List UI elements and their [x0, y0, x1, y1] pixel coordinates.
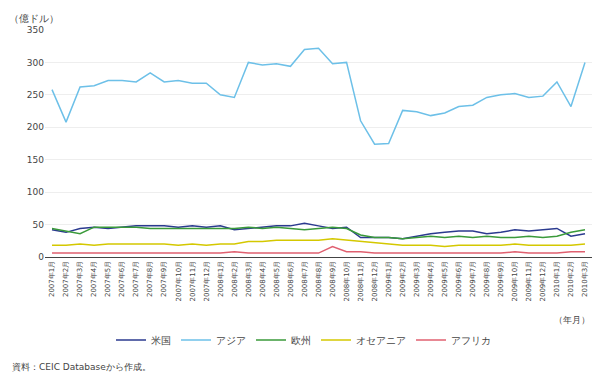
- svg-text:アフリカ: アフリカ: [451, 335, 491, 346]
- svg-text:2007年10月: 2007年10月: [175, 261, 183, 302]
- svg-text:アジア: アジア: [216, 335, 246, 346]
- svg-text:200: 200: [27, 122, 44, 132]
- svg-text:2009年3月: 2009年3月: [413, 261, 421, 297]
- svg-text:2007年9月: 2007年9月: [160, 261, 168, 297]
- svg-text:0: 0: [38, 252, 44, 262]
- svg-text:2007年5月: 2007年5月: [104, 261, 112, 297]
- svg-text:300: 300: [27, 58, 44, 68]
- svg-text:欧州: 欧州: [291, 335, 311, 346]
- svg-text:150: 150: [27, 155, 44, 165]
- svg-text:2007年1月: 2007年1月: [48, 261, 56, 297]
- svg-text:2007年11月: 2007年11月: [189, 261, 197, 302]
- svg-text:2009年8月: 2009年8月: [483, 261, 491, 297]
- svg-text:250: 250: [27, 90, 44, 100]
- svg-text:2009年9月: 2009年9月: [497, 261, 505, 297]
- svg-text:2008年5月: 2008年5月: [273, 261, 281, 297]
- svg-text:2008年7月: 2008年7月: [301, 261, 309, 297]
- svg-text:2008年12月: 2008年12月: [371, 261, 379, 302]
- svg-text:2008年1月: 2008年1月: [217, 261, 225, 297]
- svg-text:2009年5月: 2009年5月: [441, 261, 449, 297]
- svg-text:（年月）: （年月）: [554, 315, 590, 325]
- svg-text:2009年10月: 2009年10月: [511, 261, 519, 302]
- svg-text:米国: 米国: [151, 335, 171, 346]
- svg-text:2010年1月: 2010年1月: [553, 261, 561, 297]
- svg-text:2007年2月: 2007年2月: [62, 261, 70, 297]
- svg-text:2009年11月: 2009年11月: [525, 261, 533, 302]
- svg-text:（億ドル）: （億ドル）: [9, 13, 59, 24]
- svg-text:2008年4月: 2008年4月: [259, 261, 267, 297]
- svg-text:2009年7月: 2009年7月: [469, 261, 477, 297]
- svg-text:2008年2月: 2008年2月: [231, 261, 239, 297]
- svg-text:2007年8月: 2007年8月: [146, 261, 154, 297]
- svg-text:2009年4月: 2009年4月: [427, 261, 435, 297]
- svg-text:2007年3月: 2007年3月: [76, 261, 84, 297]
- svg-text:2008年9月: 2008年9月: [329, 261, 337, 297]
- svg-text:2007年4月: 2007年4月: [90, 261, 98, 297]
- svg-text:2008年6月: 2008年6月: [287, 261, 295, 297]
- svg-text:2007年6月: 2007年6月: [118, 261, 126, 297]
- svg-text:2009年6月: 2009年6月: [455, 261, 463, 297]
- svg-text:2007年7月: 2007年7月: [132, 261, 140, 297]
- svg-text:350: 350: [27, 25, 44, 35]
- svg-text:2008年8月: 2008年8月: [315, 261, 323, 297]
- svg-text:2008年10月: 2008年10月: [343, 261, 351, 302]
- svg-text:2010年3月: 2010年3月: [581, 261, 589, 297]
- svg-text:2010年2月: 2010年2月: [567, 261, 575, 297]
- svg-text:資料：CEIC Databaseから作成。: 資料：CEIC Databaseから作成。: [12, 362, 151, 372]
- svg-text:50: 50: [33, 220, 45, 230]
- svg-text:オセアニア: オセアニア: [356, 335, 406, 346]
- svg-text:2009年1月: 2009年1月: [385, 261, 393, 297]
- svg-text:2009年2月: 2009年2月: [399, 261, 407, 297]
- svg-text:2009年12月: 2009年12月: [539, 261, 547, 302]
- svg-text:2008年11月: 2008年11月: [357, 261, 365, 302]
- svg-text:2008年3月: 2008年3月: [245, 261, 253, 297]
- svg-text:100: 100: [27, 187, 44, 197]
- svg-text:2007年12月: 2007年12月: [203, 261, 211, 302]
